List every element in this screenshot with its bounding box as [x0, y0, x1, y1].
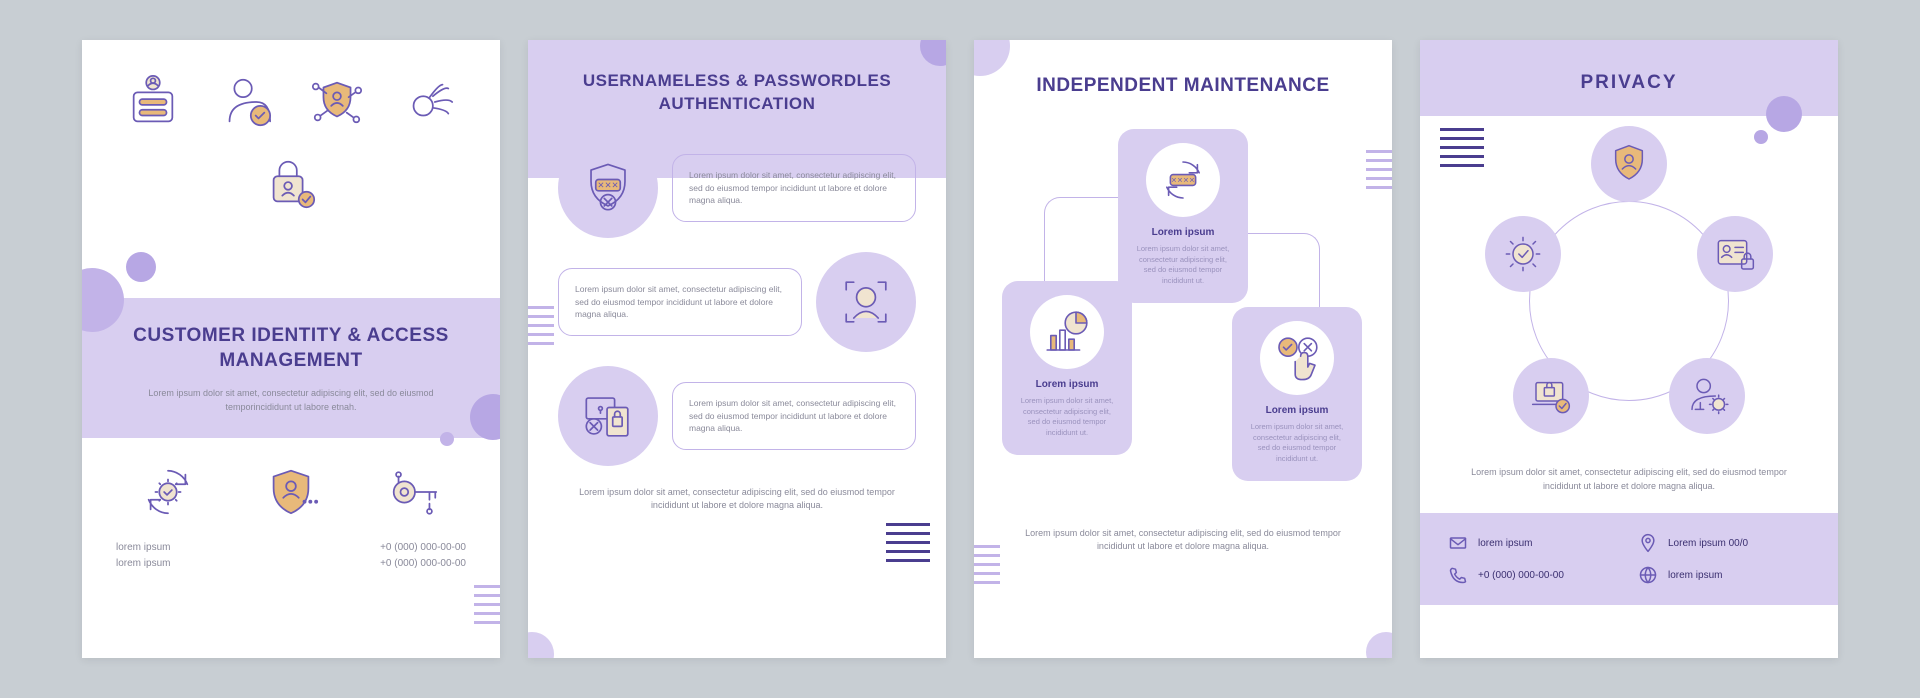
panel1-footer: lorem ipsumlorem ipsum +0 (000) 000-00-0… [82, 534, 500, 572]
contact-address: Lorem ipsum 00/0 [1638, 533, 1810, 553]
maint-card-3: Lorem ipsum Lorem ipsum dolor sit amet, … [1232, 307, 1362, 482]
svg-text:✕✕✕✕: ✕✕✕✕ [1171, 175, 1195, 184]
panel2-title: USERNAMELESS & PASSWORDLES AUTHENTICATIO… [552, 70, 922, 116]
auth-row-2: Lorem ipsum dolor sit amet, consectetur … [558, 252, 916, 352]
key-icon [382, 460, 446, 524]
gear-check-icon [1485, 216, 1561, 292]
footer-right: +0 (000) 000-00-00+0 (000) 000-00-00 [380, 540, 466, 572]
auth-text-3: Lorem ipsum dolor sit amet, consectetur … [672, 382, 916, 450]
panel-authentication: USERNAMELESS & PASSWORDLES AUTHENTICATIO… [528, 40, 946, 658]
face-scan-icon [816, 252, 916, 352]
phone-icon [1448, 565, 1468, 585]
auth-row-1: ✕✕✕ Lorem ipsum dolor sit amet, consecte… [558, 138, 916, 238]
touch-check-x-icon [1260, 321, 1334, 395]
user-verified-icon [213, 70, 277, 134]
panel-privacy: PRIVACY Lorem ipsum dolor sit amet, cons… [1420, 40, 1838, 658]
network-shield-icon [305, 70, 369, 134]
panel3-header: INDEPENDENT MAINTENANCE [974, 40, 1392, 113]
panel3-footer: Lorem ipsum dolor sit amet, consectetur … [974, 523, 1392, 554]
user-lock-icon [259, 152, 323, 216]
svg-text:✕✕✕: ✕✕✕ [597, 180, 618, 190]
panel4-header: PRIVACY [1420, 40, 1838, 116]
panel-maintenance: INDEPENDENT MAINTENANCE ✕✕✕✕ Lorem ipsum… [974, 40, 1392, 658]
ok-hand-icon [397, 70, 461, 134]
contact-phone: +0 (000) 000-00-00 [1448, 565, 1620, 585]
panel1-title: CUSTOMER IDENTITY & ACCESS MANAGEMENT [114, 324, 468, 373]
pin-icon [1638, 533, 1658, 553]
auth-text-2: Lorem ipsum dolor sit amet, consectetur … [558, 268, 802, 336]
panel2-body: ✕✕✕ Lorem ipsum dolor sit amet, consecte… [528, 138, 946, 466]
panel4-paragraph: Lorem ipsum dolor sit amet, consectetur … [1420, 466, 1838, 493]
deco-lines [1440, 128, 1484, 167]
deco-lines [474, 585, 500, 624]
panel4-title: PRIVACY [1420, 72, 1838, 94]
deco-lines [886, 523, 930, 562]
contact-email: lorem ipsum [1448, 533, 1620, 553]
card-heading: Lorem ipsum [1016, 379, 1118, 390]
laptop-lock-check-icon [1513, 358, 1589, 434]
panel1-paragraph: Lorem ipsum dolor sit amet, consectetur … [114, 387, 468, 414]
panel2-footer: Lorem ipsum dolor sit amet, consectetur … [528, 480, 946, 513]
privacy-ring [1479, 136, 1779, 466]
panel-identity: CUSTOMER IDENTITY & ACCESS MANAGEMENT Lo… [82, 40, 500, 658]
password-refresh-icon: ✕✕✕✕ [1146, 143, 1220, 217]
auth-text-1: Lorem ipsum dolor sit amet, consectetur … [672, 154, 916, 222]
devices-lock-x-icon [558, 366, 658, 466]
user-gear-icon [1669, 358, 1745, 434]
card-heading: Lorem ipsum [1132, 227, 1234, 238]
deco-lines [974, 545, 1000, 584]
shield-user-icon [1591, 126, 1667, 202]
chart-pie-bar-icon [1030, 295, 1104, 369]
login-form-icon [121, 70, 185, 134]
panel4-contacts: lorem ipsum Lorem ipsum 00/0 +0 (000) 00… [1420, 513, 1838, 605]
panel3-title: INDEPENDENT MAINTENANCE [998, 74, 1368, 99]
globe-icon [1638, 565, 1658, 585]
id-card-lock-icon [1697, 216, 1773, 292]
panel1-title-block: CUSTOMER IDENTITY & ACCESS MANAGEMENT Lo… [82, 298, 500, 438]
shield-x-password-icon: ✕✕✕ [558, 138, 658, 238]
auth-row-3: Lorem ipsum dolor sit amet, consectetur … [558, 366, 916, 466]
card-text: Lorem ipsum dolor sit amet, consectetur … [1132, 244, 1234, 288]
panel1-bottom-icons [82, 438, 500, 534]
gear-refresh-icon [136, 460, 200, 524]
maint-card-1: ✕✕✕✕ Lorem ipsum Lorem ipsum dolor sit a… [1118, 129, 1248, 304]
footer-left: lorem ipsumlorem ipsum [116, 540, 170, 572]
contact-web: lorem ipsum [1638, 565, 1810, 585]
shield-dots-icon [259, 460, 323, 524]
card-heading: Lorem ipsum [1246, 405, 1348, 416]
maint-card-2: Lorem ipsum Lorem ipsum dolor sit amet, … [1002, 281, 1132, 456]
panel3-cards: ✕✕✕✕ Lorem ipsum Lorem ipsum dolor sit a… [974, 113, 1392, 523]
mail-icon [1448, 533, 1468, 553]
card-text: Lorem ipsum dolor sit amet, consectetur … [1246, 422, 1348, 466]
card-text: Lorem ipsum dolor sit amet, consectetur … [1016, 396, 1118, 440]
